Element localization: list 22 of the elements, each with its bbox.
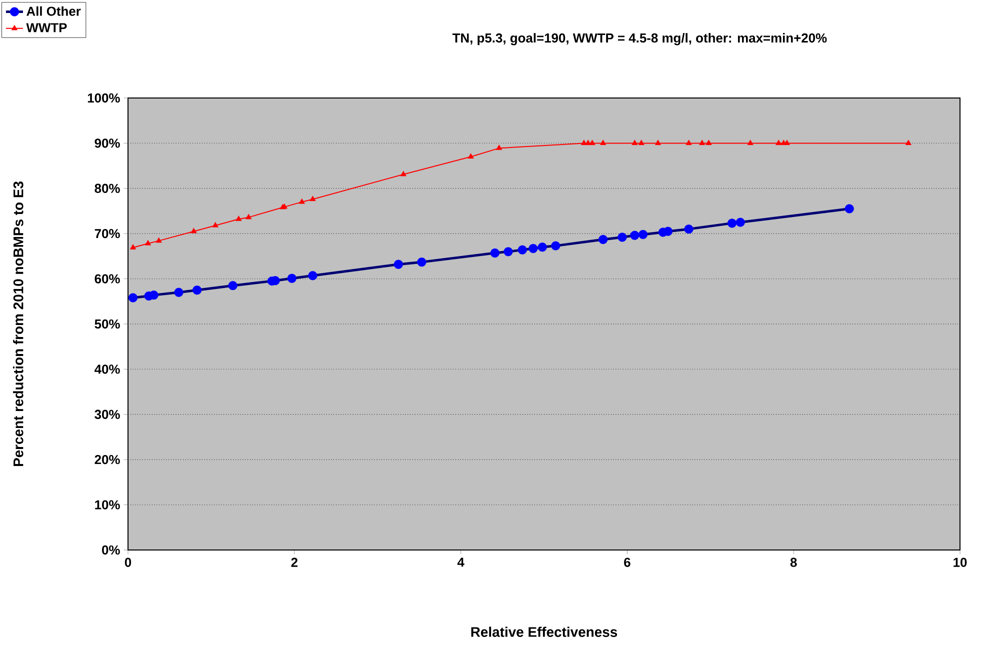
x-tick-label: 4 [457, 558, 464, 567]
x-tick-label: 2 [291, 558, 298, 567]
x-tick-label: 0 [124, 558, 132, 567]
legend-label: All Other [26, 6, 81, 16]
y-tick-label: 90% [94, 138, 120, 148]
legend-label: WWTP [26, 23, 67, 32]
y-tick-label: 50% [94, 319, 120, 329]
y-tick-label: 60% [94, 274, 120, 284]
y-tick-label: 0% [102, 545, 120, 555]
y-axis-title: Percent reduction from 2010 noBMPs to E3 [13, 182, 24, 466]
y-tick-label: 100% [88, 93, 120, 103]
y-tick-label: 70% [94, 229, 120, 238]
y-tick-label: 30% [94, 410, 120, 419]
y-tick-label: 20% [94, 455, 120, 464]
x-tick-label: 6 [624, 558, 630, 567]
chart-title: TN, p5.3, goal=190, WWTP = 4.5-8 mg/l, other: max=min+20% [452, 33, 827, 46]
x-axis-title: Relative Effectiveness [471, 626, 618, 637]
x-tick-label: 8 [790, 558, 797, 567]
x-tick-label: 10 [954, 558, 967, 567]
y-tick-label: 80% [94, 184, 120, 193]
y-tick-label: 10% [95, 500, 120, 510]
y-tick-label: 40% [94, 364, 120, 374]
